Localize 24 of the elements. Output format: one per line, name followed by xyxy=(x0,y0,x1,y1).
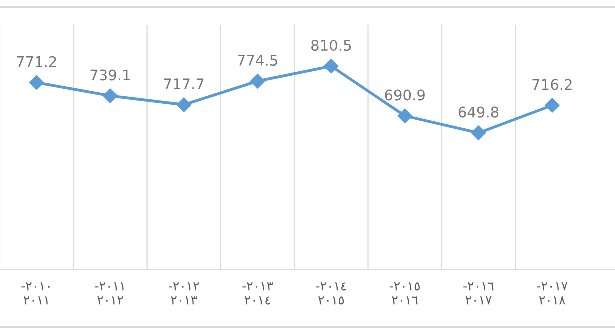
data-label: 771.2 xyxy=(17,56,56,68)
x-tick-label: -٢٠١٥ ٢٠١٦ xyxy=(390,282,420,305)
data-label: 810.5 xyxy=(312,40,352,52)
data-label: 716.2 xyxy=(532,79,572,90)
point xyxy=(250,74,266,89)
point xyxy=(324,58,339,74)
point xyxy=(545,98,560,113)
point xyxy=(103,88,118,104)
x-tick-label: -٢٠١٠ ٢٠١١ xyxy=(22,282,50,305)
x-tick-label: -٢٠١٧ ٢٠١٨ xyxy=(537,282,568,305)
point xyxy=(29,75,44,90)
point xyxy=(398,108,412,124)
x-tick-label: -٢٠١١ ٢٠١٢ xyxy=(95,282,124,305)
data-label: 649.8 xyxy=(458,106,499,118)
x-tick-label: -٢٠١٢ ٢٠١٣ xyxy=(169,282,200,305)
x-tick-label: -٢٠١٣ ٢٠١٤ xyxy=(242,282,274,305)
data-label: 690.9 xyxy=(385,90,425,101)
data-label: 774.5 xyxy=(238,55,278,66)
point xyxy=(176,98,192,112)
data-label: 739.1 xyxy=(90,70,130,81)
point xyxy=(471,126,486,141)
x-tick-label: -٢٠١٤ ٢٠١٥ xyxy=(316,282,346,305)
data-label: 717.7 xyxy=(164,78,204,90)
x-tick-label: -٢٠١٦ ٢٠١٧ xyxy=(464,282,494,305)
